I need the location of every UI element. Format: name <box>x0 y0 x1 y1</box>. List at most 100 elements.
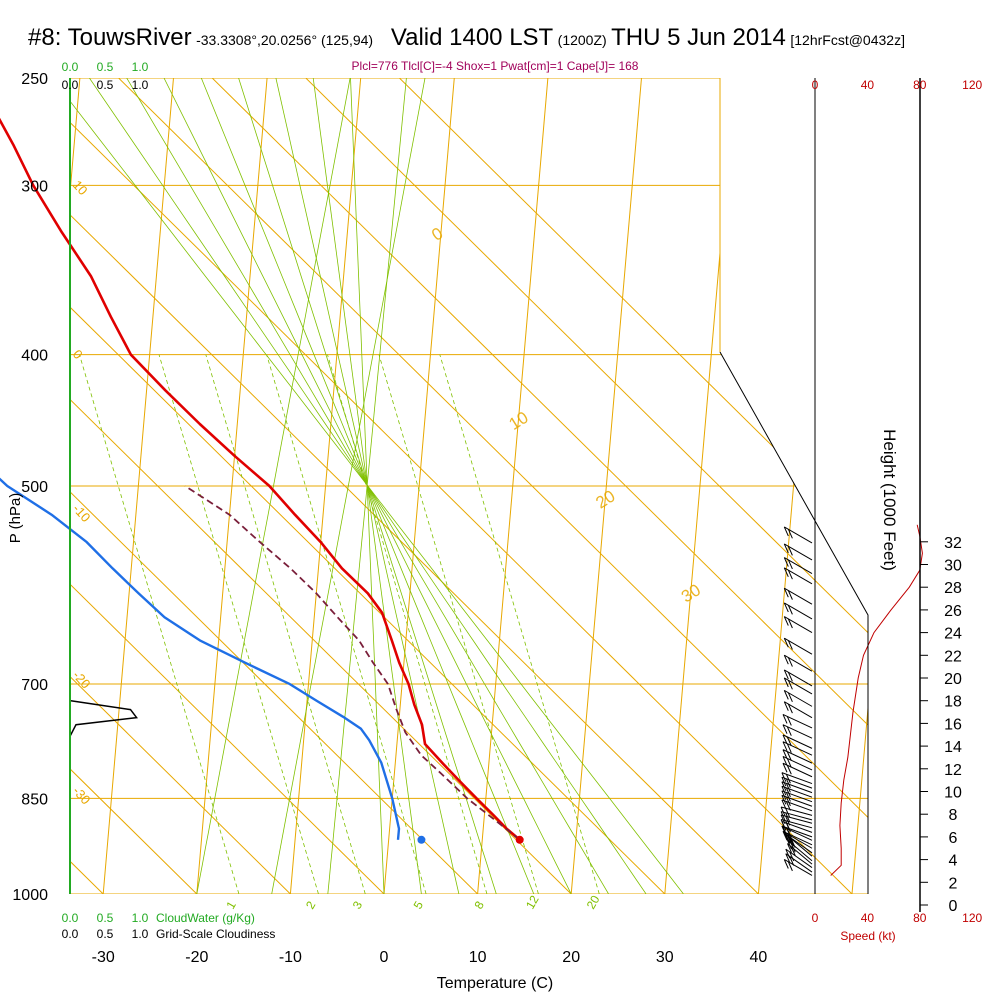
dry-adiabat-line <box>70 78 666 894</box>
temperature-tick-label: 30 <box>656 949 674 966</box>
moist-adiabat-line <box>275 78 460 894</box>
height-tick-label: 32 <box>944 535 962 552</box>
station-coords: -33.3308°,20.0256° (125,94) <box>196 32 374 48</box>
mixing-ratio-line <box>327 354 488 894</box>
wind-barb-flag <box>787 657 793 667</box>
dry-adiabat-line <box>70 78 572 894</box>
wind-barb-flag <box>785 820 791 831</box>
isotherm-line <box>477 78 549 894</box>
wind-barb-flag <box>787 672 793 682</box>
wind-barb <box>781 794 813 807</box>
wind-barb-flag <box>786 751 792 761</box>
wind-barb-flag <box>783 690 789 700</box>
cloud-scale-top-black: 1.0 <box>132 78 149 92</box>
cloud-scale-bottom-black: 0.0 <box>62 927 79 941</box>
wind-barb-flag <box>787 839 792 850</box>
wind-barb-flag <box>781 772 787 782</box>
wind-barb <box>782 724 813 739</box>
wind-barb-flag <box>787 529 793 539</box>
temperature-trace <box>0 117 521 841</box>
wind-speed-profile <box>830 524 923 876</box>
wind-barb <box>785 853 813 873</box>
wind-barb-flag <box>786 726 792 736</box>
station-name: #8: TouwsRiver <box>28 24 192 51</box>
wind-barb-flag <box>782 826 788 837</box>
cloud-scale-bottom-green: 1.0 <box>132 911 149 925</box>
pressure-tick-label: 250 <box>21 71 48 88</box>
wind-barb-flag <box>780 814 786 825</box>
cloud-scale-top-black: 0.0 <box>62 78 79 92</box>
cloud-scale-bottom-black: 0.5 <box>97 927 114 941</box>
wind-barb-flag <box>783 543 789 554</box>
height-tick-label: 8 <box>949 807 958 824</box>
wind-barb-flag <box>783 567 789 577</box>
cloud-scale-top-green: 1.0 <box>132 60 149 74</box>
wind-barb <box>781 790 813 803</box>
wind-barb-flag <box>790 843 796 853</box>
wind-barb-flag <box>786 758 792 768</box>
valid-time: Valid 1400 LST <box>390 24 554 51</box>
diagram-right-border <box>719 351 869 894</box>
wind-barb-flag <box>787 559 793 570</box>
speed-tick-bottom: 120 <box>962 911 982 925</box>
cloud-scale-top-green: 0.5 <box>97 60 114 74</box>
wind-barb <box>780 814 813 826</box>
wind-barb <box>783 543 813 561</box>
wind-barb-flag <box>787 618 793 629</box>
wind-barb-flag <box>783 677 789 688</box>
wind-barb <box>783 701 813 719</box>
wind-barb <box>780 806 813 818</box>
parcel-trace <box>184 485 521 841</box>
wind-barb-flag <box>783 859 789 869</box>
wind-barb-flag <box>785 787 791 798</box>
dry-adiabat-line <box>70 78 868 894</box>
cloud-panel <box>69 699 138 737</box>
temperature-tick-label: 20 <box>562 949 580 966</box>
wind-barbs <box>780 524 923 876</box>
isotherm-line <box>289 78 362 894</box>
wind-barb-flag <box>781 781 787 791</box>
temperature-tick-label: -30 <box>92 949 115 966</box>
height-tick-label: 22 <box>944 648 962 665</box>
pressure-tick-label: 700 <box>21 677 48 694</box>
pressure-tick-label: 400 <box>21 348 48 365</box>
wind-barb-flag <box>787 692 793 702</box>
cloudiness-profile <box>69 699 138 737</box>
wind-barb-flag <box>787 835 792 845</box>
speed-tick-top: 0 <box>812 78 819 92</box>
wind-barb-flag <box>785 812 791 823</box>
y-axis-title: P (hPa) <box>7 493 24 544</box>
wind-barb <box>783 669 813 687</box>
wind-barb-flag <box>787 861 793 872</box>
wind-barb-flag <box>787 569 793 580</box>
height-tick-label: 28 <box>944 580 962 597</box>
wind-barb <box>783 567 813 585</box>
temperature-tick-label: 10 <box>469 949 487 966</box>
wind-barb-flag <box>787 703 793 714</box>
isotherm-line <box>383 78 455 894</box>
dry-adiabat-label: -30 <box>70 783 94 807</box>
temperature-tick-label: 0 <box>380 949 389 966</box>
sounding-traces <box>0 117 524 844</box>
isotherm-label: 30 <box>678 580 704 606</box>
wind-barb <box>783 557 813 575</box>
wind-barb <box>782 830 813 846</box>
wind-barb <box>781 776 813 789</box>
wind-barb-flag <box>781 795 787 805</box>
surface-temperature-dot <box>515 835 524 844</box>
height-tick-label: 16 <box>944 716 962 733</box>
wind-barb-flag <box>786 765 792 775</box>
dry-adiabat-line <box>196 78 868 894</box>
cloud-water-label: CloudWater (g/Kg) <box>156 911 255 925</box>
dry-adiabat-line <box>102 78 868 894</box>
speed-tick-bottom: 0 <box>812 911 819 925</box>
cloud-scale-bottom-black: 1.0 <box>132 927 149 941</box>
forecast-label: [12hrFcst@0432z] <box>790 32 905 48</box>
wind-barb-flag <box>789 856 795 866</box>
axes: 1 2 3 5 8 12 200102030100-10-20-30250300400500… <box>12 60 982 966</box>
wind-barb <box>781 772 813 785</box>
speed-tick-bottom: 40 <box>861 911 875 925</box>
wind-barb-flag <box>782 714 788 724</box>
wind-barb <box>781 785 813 798</box>
